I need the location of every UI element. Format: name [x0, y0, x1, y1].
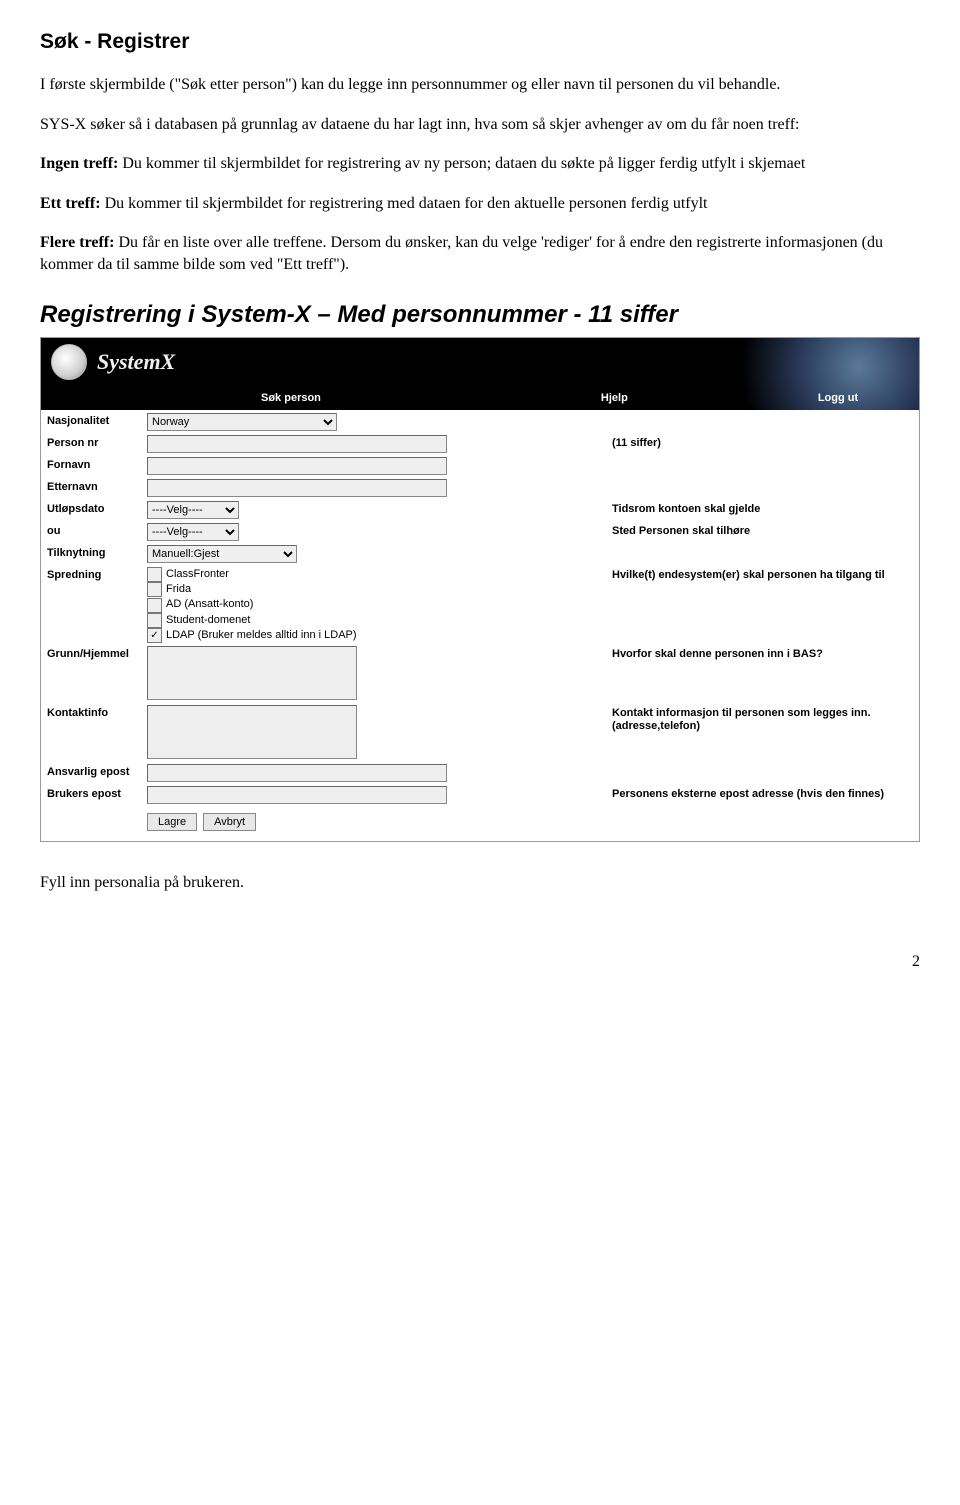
para-intro-1: I første skjermbilde ("Søk etter person"…: [40, 74, 920, 96]
systemx-form: Nasjonalitet Norway Person nr (11 siffer…: [41, 410, 919, 841]
label-brukers-epost: Brukers epost: [47, 786, 147, 800]
input-etternavn[interactable]: [147, 479, 447, 497]
input-brukers-epost[interactable]: [147, 786, 447, 804]
select-nasjonalitet[interactable]: Norway: [147, 413, 337, 431]
select-tilknytning[interactable]: Manuell:Gjest: [147, 545, 297, 563]
hint-ou: Sted Personen skal tilhøre: [602, 523, 750, 539]
page-number: 2: [40, 953, 920, 971]
label-ingen-treff: Ingen treff:: [40, 155, 118, 172]
checkbox-label-frida: Frida: [166, 582, 191, 597]
nav-hjelp[interactable]: Hjelp: [601, 392, 628, 404]
input-ansvarlig-epost[interactable]: [147, 764, 447, 782]
systemx-screenshot: SystemX Søk person Hjelp Logg ut Nasjona…: [40, 337, 920, 842]
select-ou[interactable]: ----Velg----: [147, 523, 239, 541]
label-fornavn: Fornavn: [47, 457, 147, 471]
text-ingen-treff: Du kommer til skjermbildet for registrer…: [118, 155, 805, 172]
heading-registrering: Registrering i System-X – Med personnumm…: [40, 301, 920, 329]
systemx-header: SystemX Søk person Hjelp Logg ut: [41, 338, 919, 410]
textarea-kontaktinfo[interactable]: [147, 705, 357, 759]
hint-kontaktinfo: Kontakt informasjon til personen som leg…: [602, 705, 913, 735]
nav-sok-person[interactable]: Søk person: [261, 392, 321, 404]
label-spredning: Spredning: [47, 567, 147, 581]
lagre-button[interactable]: Lagre: [147, 813, 197, 831]
checkbox-student[interactable]: [147, 613, 162, 628]
label-kontaktinfo: Kontaktinfo: [47, 705, 147, 719]
hint-utlopsdato: Tidsrom kontoen skal gjelde: [602, 501, 760, 517]
label-grunn: Grunn/Hjemmel: [47, 646, 147, 660]
checkbox-ldap[interactable]: ✓: [147, 628, 162, 643]
para-ett-treff: Ett treff: Du kommer til skjermbildet fo…: [40, 193, 920, 215]
hint-spredning: Hvilke(t) endesystem(er) skal personen h…: [602, 567, 885, 583]
label-nasjonalitet: Nasjonalitet: [47, 413, 147, 427]
label-etternavn: Etternavn: [47, 479, 147, 493]
checkbox-label-ldap: LDAP (Bruker meldes alltid inn i LDAP): [166, 628, 357, 643]
label-personnr: Person nr: [47, 435, 147, 449]
input-fornavn[interactable]: [147, 457, 447, 475]
para-flere-treff: Flere treff: Du får en liste over alle t…: [40, 232, 920, 275]
hint-personnr: (11 siffer): [602, 435, 661, 451]
nav-logg-ut[interactable]: Logg ut: [818, 392, 858, 404]
textarea-grunn[interactable]: [147, 646, 357, 700]
para-intro-2: SYS-X søker så i databasen på grunnlag a…: [40, 114, 920, 136]
text-flere-treff: Du får en liste over alle treffene. Ders…: [40, 234, 883, 273]
label-utlopsdato: Utløpsdato: [47, 501, 147, 515]
checkbox-ad[interactable]: [147, 598, 162, 613]
checkbox-frida[interactable]: [147, 582, 162, 597]
label-ett-treff: Ett treff:: [40, 195, 101, 212]
university-seal-icon: [51, 344, 87, 380]
label-flere-treff: Flere treff:: [40, 234, 114, 251]
footer-instruction: Fyll inn personalia på brukeren.: [40, 872, 920, 894]
avbryt-button[interactable]: Avbryt: [203, 813, 256, 831]
hint-grunn: Hvorfor skal denne personen inn i BAS?: [602, 646, 823, 662]
label-tilknytning: Tilknytning: [47, 545, 147, 559]
checkbox-label-ad: AD (Ansatt-konto): [166, 597, 253, 612]
systemx-logo-text: SystemX: [97, 349, 175, 375]
input-personnr[interactable]: [147, 435, 447, 453]
hint-brukers-epost: Personens eksterne epost adresse (hvis d…: [602, 786, 884, 802]
text-ett-treff: Du kommer til skjermbildet for registrer…: [101, 195, 708, 212]
checkbox-classfronter[interactable]: [147, 567, 162, 582]
checkbox-label-classfronter: ClassFronter: [166, 567, 229, 582]
para-ingen-treff: Ingen treff: Du kommer til skjermbildet …: [40, 153, 920, 175]
label-ou: ou: [47, 523, 147, 537]
label-ansvarlig-epost: Ansvarlig epost: [47, 764, 147, 778]
select-utlopsdato[interactable]: ----Velg----: [147, 501, 239, 519]
checkbox-label-student: Student-domenet: [166, 613, 250, 628]
heading-sok-registrer: Søk - Registrer: [40, 30, 920, 54]
